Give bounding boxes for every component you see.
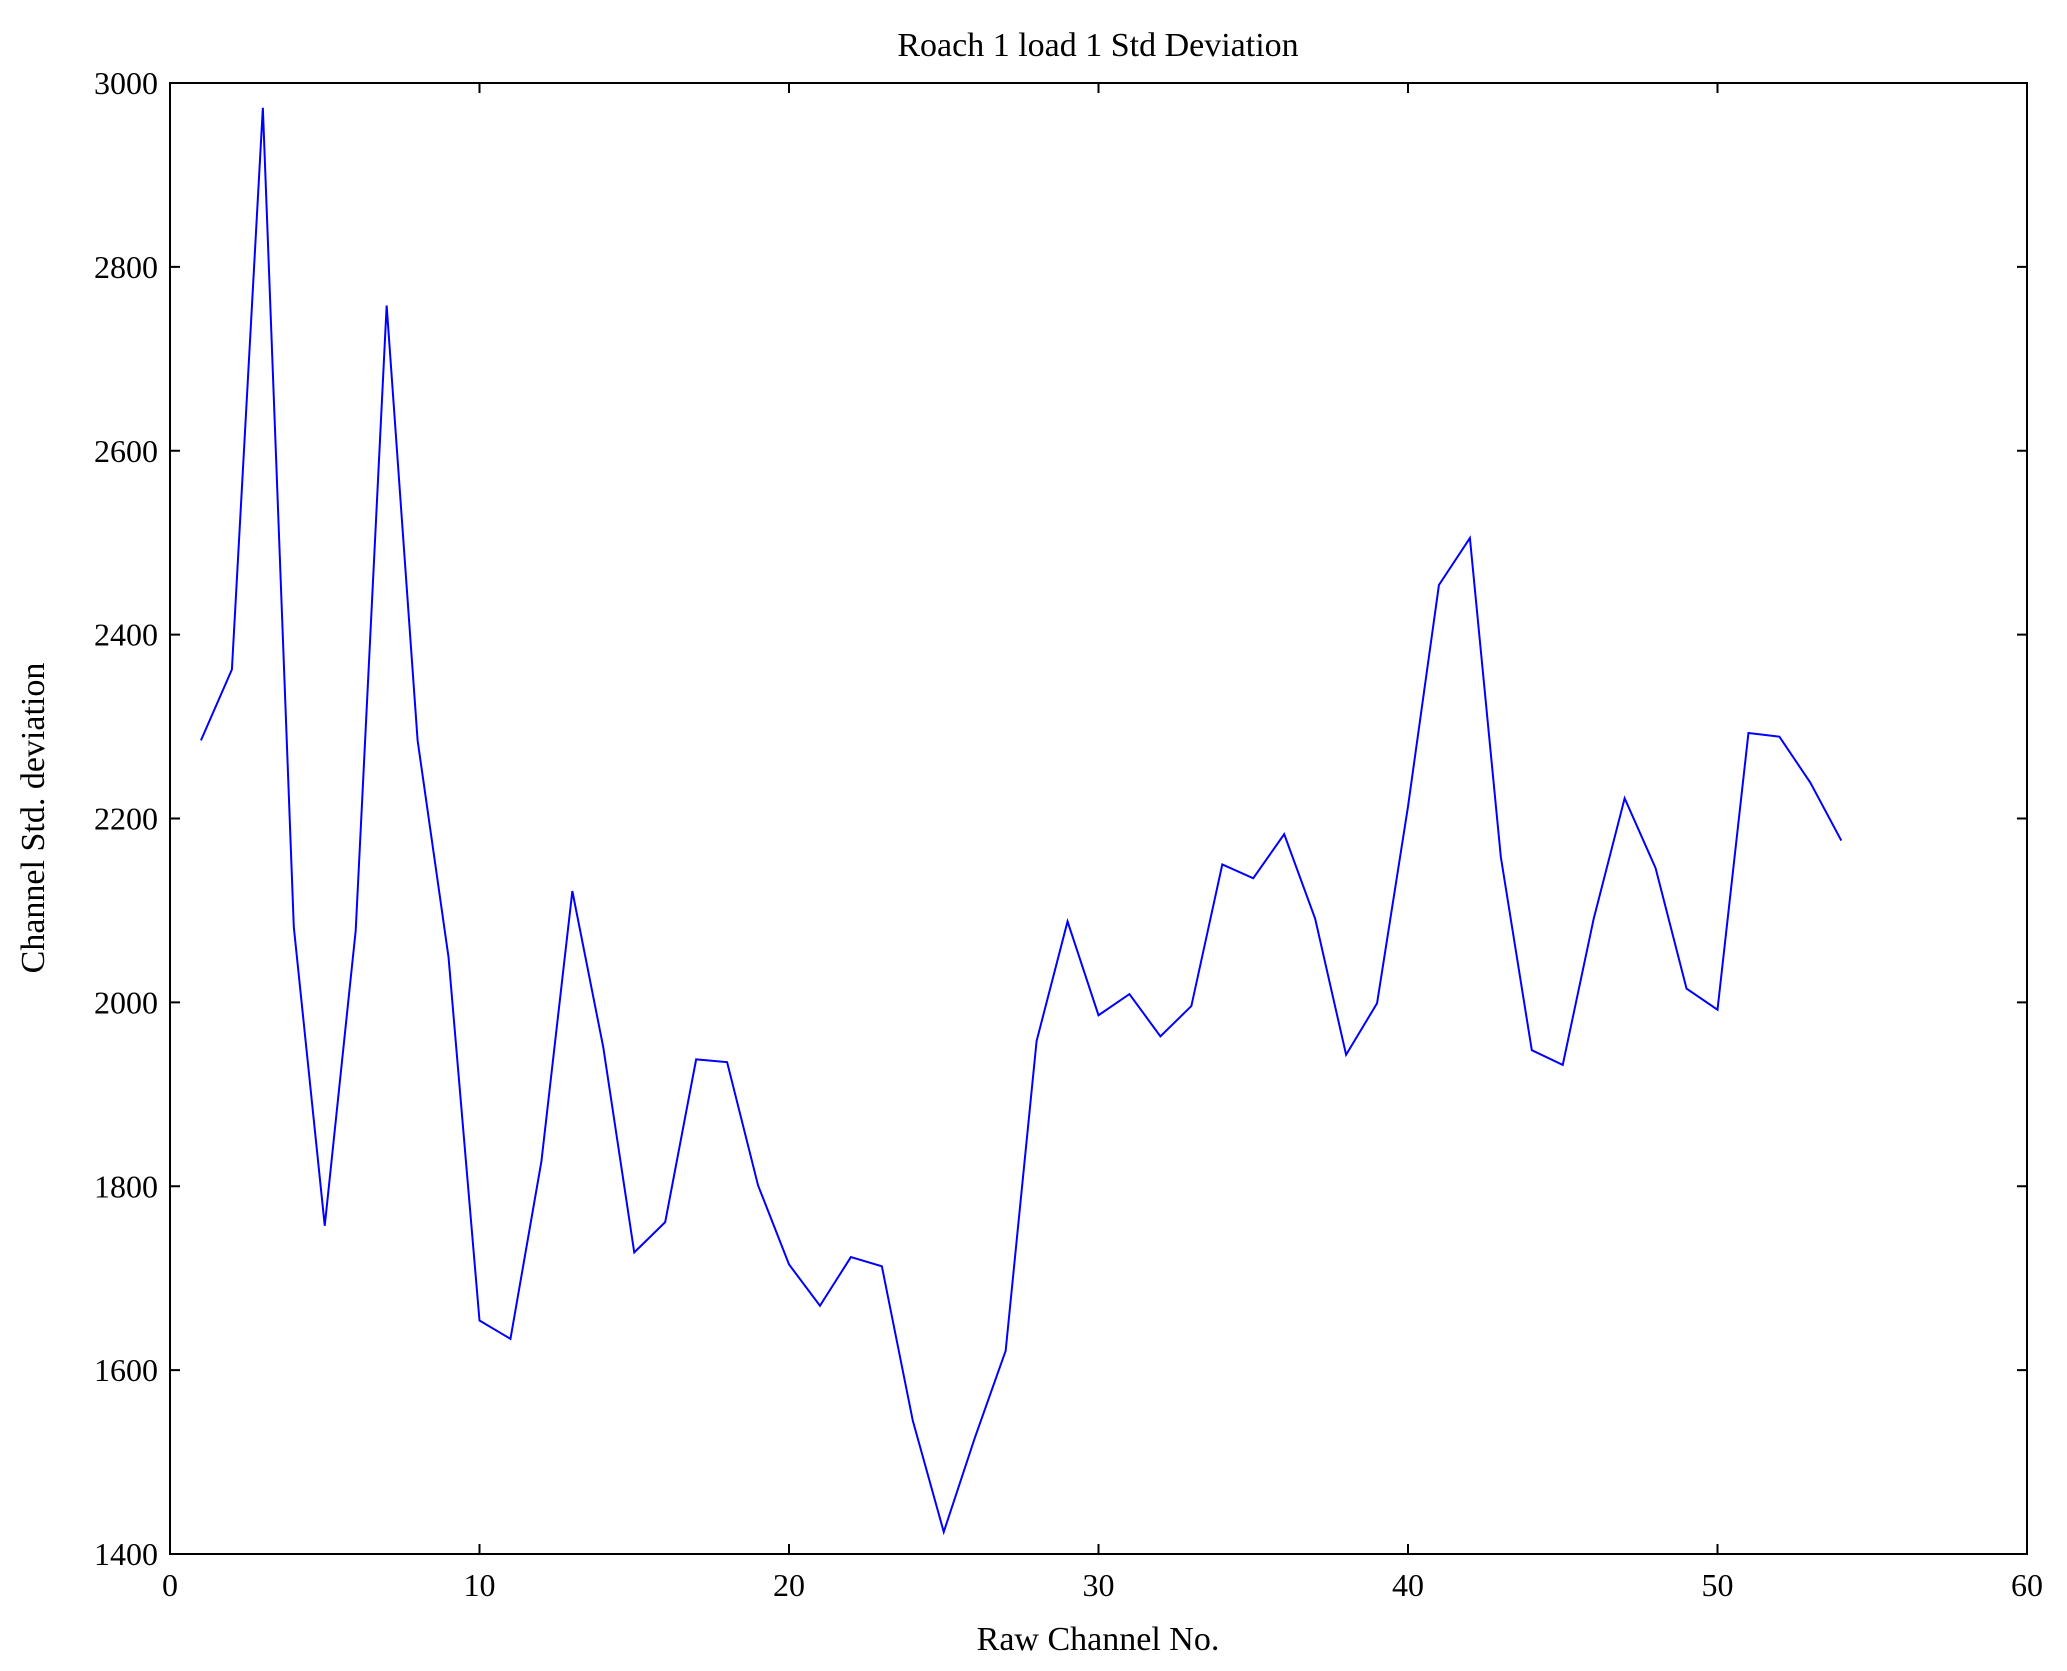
x-tick-label: 50: [1702, 1567, 1734, 1603]
y-tick-label: 2200: [94, 801, 158, 837]
y-tick-label: 2400: [94, 617, 158, 653]
y-tick-label: 2000: [94, 984, 158, 1020]
y-tick-label: 1400: [94, 1536, 158, 1572]
y-tick-label: 1800: [94, 1168, 158, 1204]
x-tick-label: 60: [2011, 1567, 2043, 1603]
y-tick-label: 2600: [94, 433, 158, 469]
x-tick-label: 0: [162, 1567, 178, 1603]
x-tick-label: 10: [464, 1567, 496, 1603]
y-axis-label: Channel Std. deviation: [15, 663, 52, 974]
series-line-std: [200, 107, 1843, 1536]
x-tick-label: 40: [1392, 1567, 1424, 1603]
x-axis-label: Raw Channel No.: [977, 1621, 1220, 1658]
chart-title: Roach 1 load 1 Std Deviation: [897, 27, 1298, 64]
plot-frame: [169, 82, 2028, 1555]
y-tick-label: 2800: [94, 249, 158, 285]
y-tick-label: 3000: [94, 65, 158, 101]
x-tick-label: 30: [1083, 1567, 1115, 1603]
x-tick-label: 20: [773, 1567, 805, 1603]
y-tick-label: 1600: [94, 1352, 158, 1388]
